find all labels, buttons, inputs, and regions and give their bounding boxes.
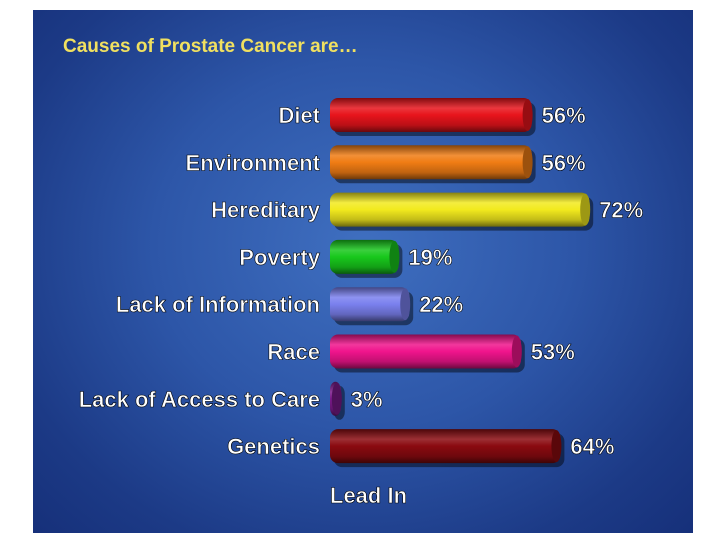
bar-end-cap [522,99,533,131]
bar-end-cap [551,430,562,463]
value-label: 22% [419,292,463,317]
bar-environment [330,145,532,180]
bar-lack-of-information [330,287,410,322]
bar-end-cap [580,193,591,226]
category-label: Diet [278,103,320,128]
bar-end-cap [331,382,342,415]
value-label: 56% [542,150,586,175]
category-label: Race [267,340,320,365]
value-label: 19% [408,245,452,270]
value-label: 53% [531,340,575,365]
chart-title: Causes of Prostate Cancer are… [63,36,358,57]
category-label: Poverty [239,245,320,270]
chart-footer: Lead In [330,483,407,508]
bar-poverty [330,239,399,274]
bar-race [330,334,521,369]
slide-background: Causes of Prostate Cancer are… Diet 56% En… [33,10,693,533]
bar-end-cap [400,288,411,321]
value-label: 56% [542,103,586,128]
bar-end-cap [389,240,400,273]
bar-hereditary [330,192,590,227]
bar-diet [330,98,532,132]
category-label: Hereditary [211,198,321,223]
bar-end-cap [511,335,522,368]
bar-end-cap [522,146,533,179]
category-label: Lack of Access to Care [79,387,320,412]
value-label: 64% [570,434,614,459]
category-label: Environment [186,150,321,175]
bar-genetics [330,429,561,464]
category-label: Genetics [227,434,320,459]
value-label: 72% [599,198,643,223]
bar-chart: Causes of Prostate Cancer are… Diet 56% En… [63,36,644,508]
value-label: 3% [351,387,383,412]
bars-layer: Diet 56% Environment 56% Hereditary 72% Povert… [78,98,644,468]
category-label: Lack of Information [116,292,320,317]
